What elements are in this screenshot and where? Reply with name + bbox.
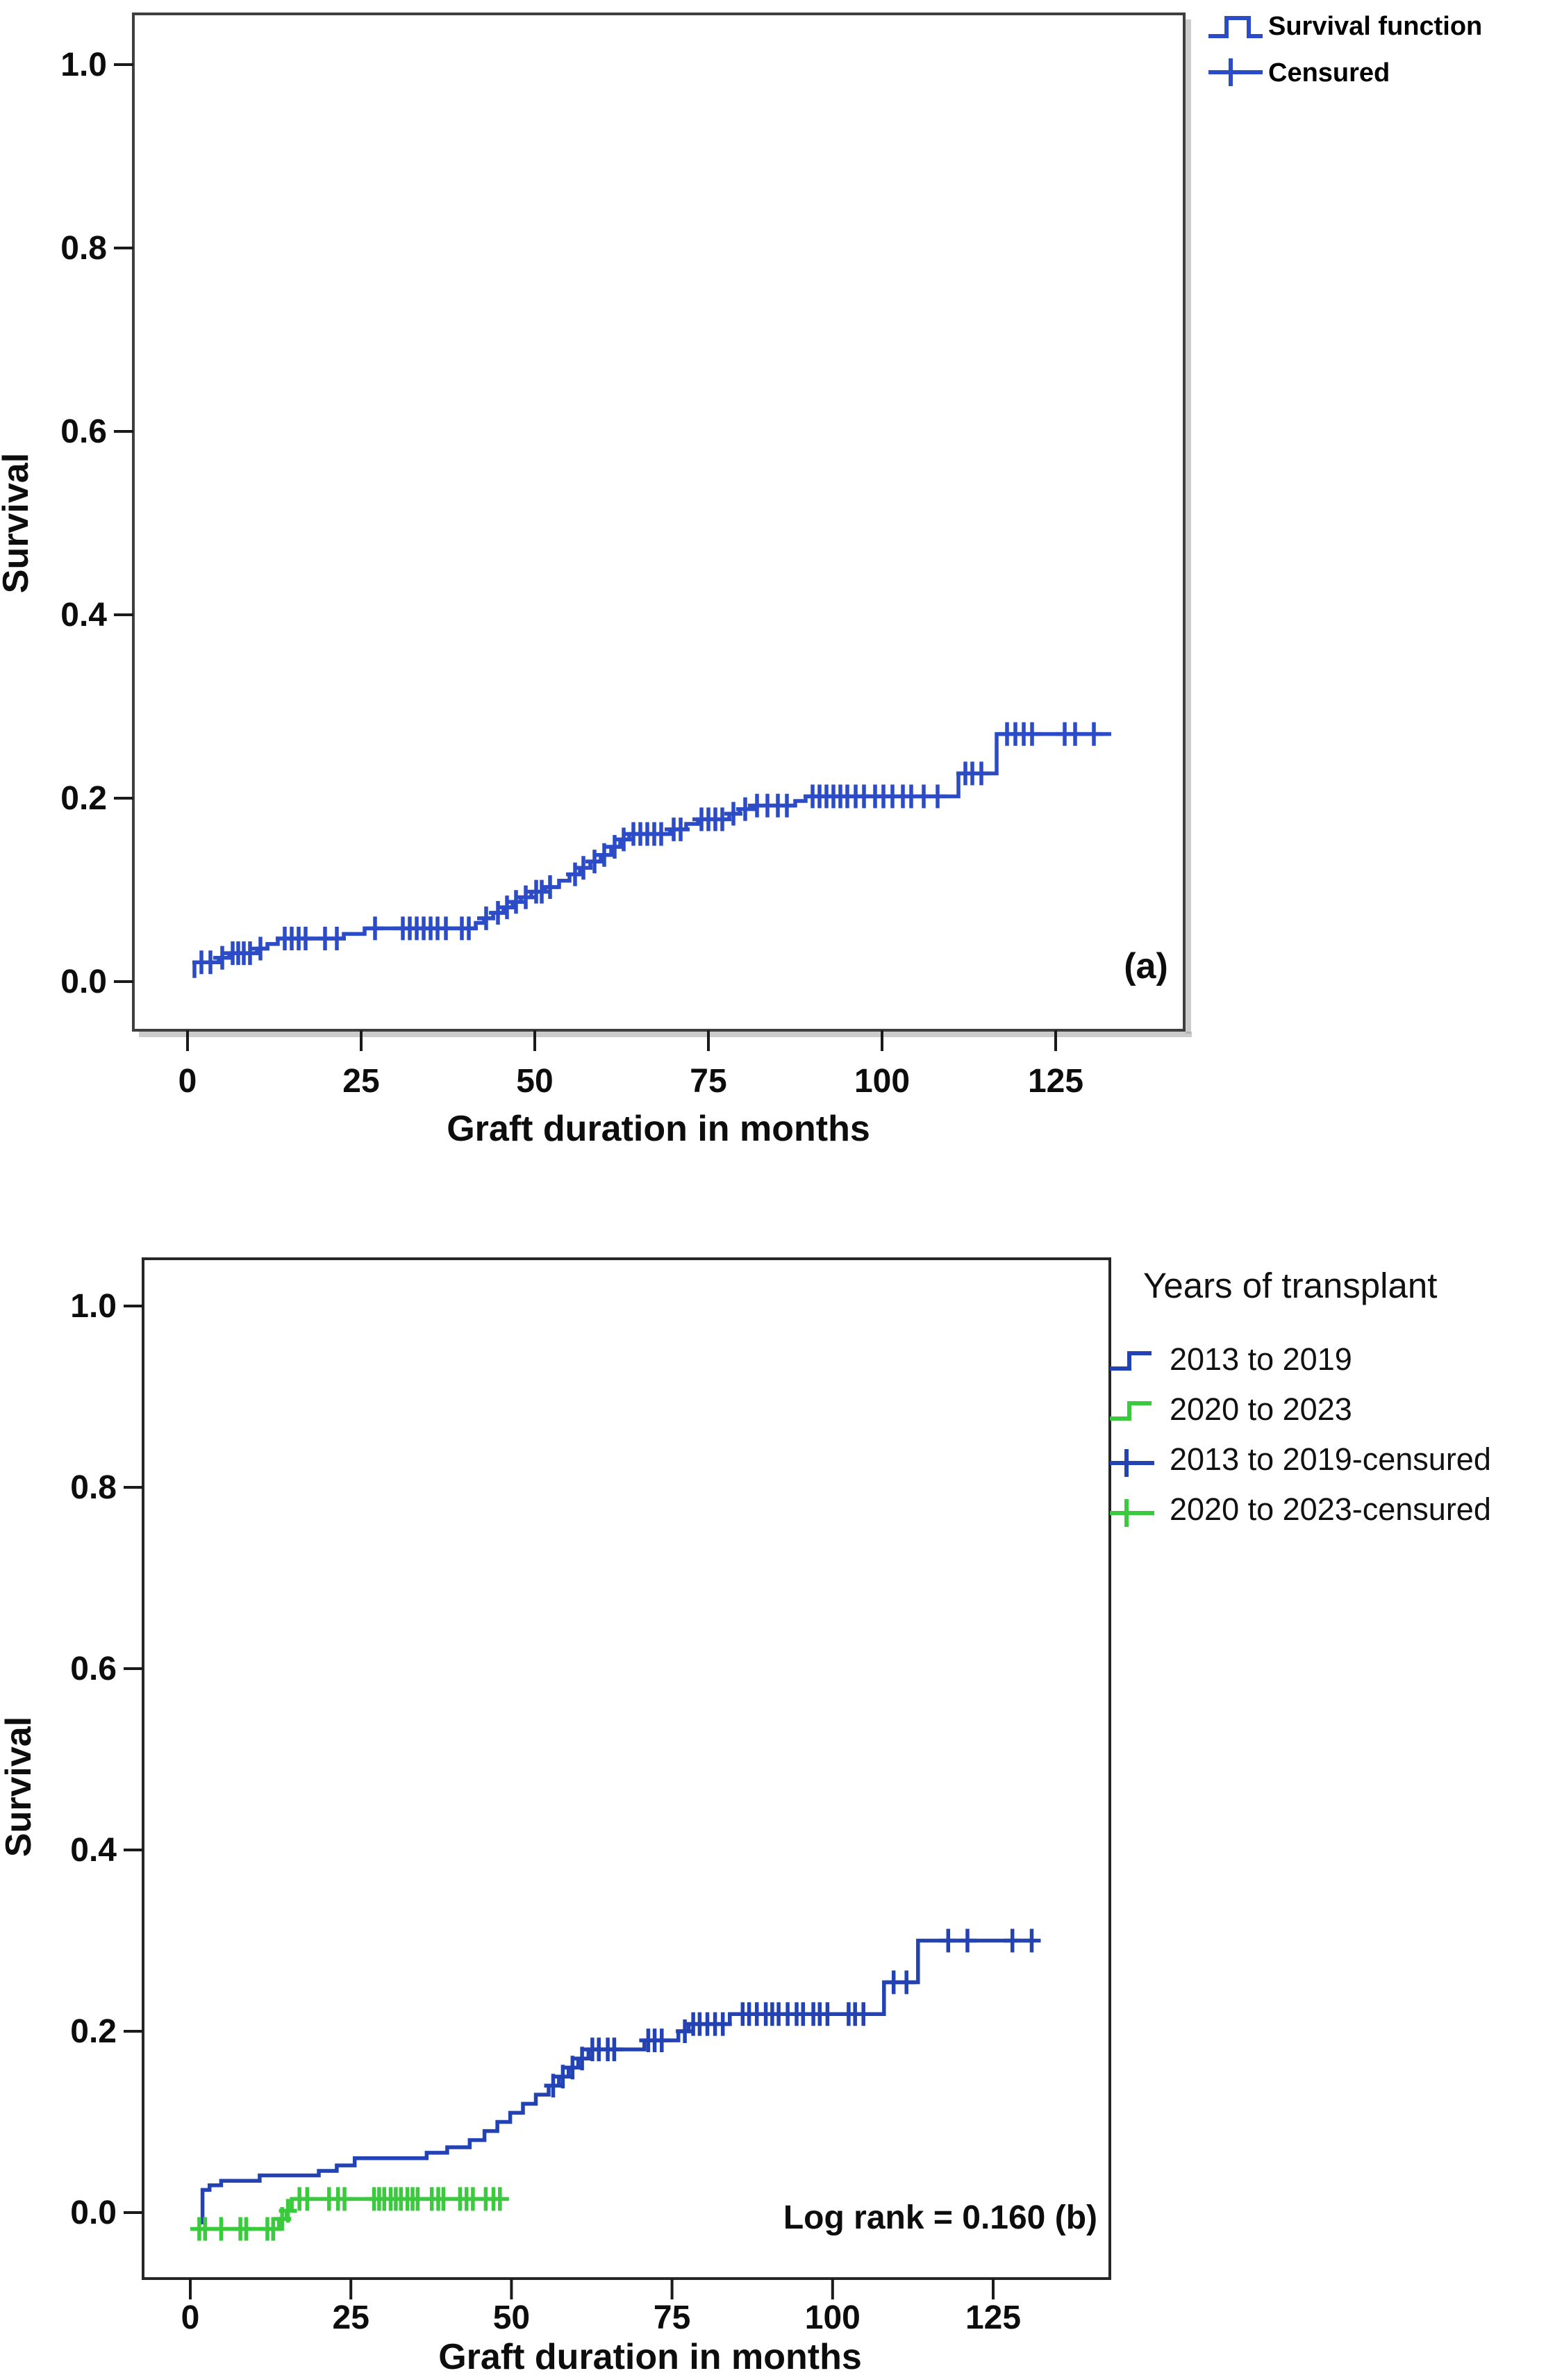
censured-plus-icon [1208, 58, 1263, 86]
panel-b-legend-label-2013-2019: 2013 to 2019 [1170, 1341, 1352, 1377]
y-axis-tick-label: 0.6 [70, 1651, 117, 1687]
y-axis-tick-label: 0.0 [60, 964, 107, 1000]
panel-b-legend-label-2013-2019-censured: 2013 to 2019-censured [1170, 1441, 1491, 1477]
panel-a-frame-shadow-bottom [139, 1032, 1192, 1037]
y-axis-tick-label: 0.8 [70, 1469, 117, 1506]
x-axis-tick-label: 125 [965, 2299, 1021, 2336]
panel-a-y-axis-title: Survival [0, 453, 36, 593]
panel-a: 0.0 0.2 0.4 0.6 0.8 1.0 0 25 50 75 100 125 Survival… [0, 12, 1482, 1149]
panel-a-legend-label-censured: Censured [1268, 58, 1390, 88]
log-rank-annotation: Log rank = 0.160 (b) [783, 2199, 1097, 2236]
y-axis-tick-label: 0.8 [60, 230, 107, 267]
x-axis-tick-label: 50 [516, 1063, 553, 1100]
x-axis-tick-label: 75 [654, 2299, 690, 2336]
plot-frame-a [132, 13, 1186, 1032]
panel-b-axes: 0.0 0.2 0.4 0.6 0.8 1.0 0 25 50 75 100 125 [70, 1288, 1021, 2336]
panel-a-legend: Survival function Censured [1208, 12, 1482, 88]
censor-marks [192, 722, 1103, 975]
panel-a-frame-shadow-right [1186, 19, 1191, 1034]
y-axis-tick-label: 1.0 [70, 1288, 117, 1325]
panel-b-curves [190, 1928, 1041, 2241]
y-axis-tick-label: 0.4 [60, 597, 107, 634]
survival-function-step-icon [1208, 16, 1263, 38]
x-axis-tick-label: 0 [181, 2299, 200, 2336]
panel-b-legend: Years of transplant 2013 to 2019 2020 to… [1110, 1266, 1491, 1527]
y-axis-tick-label: 1.0 [60, 47, 107, 83]
y-axis-tick-label: 0.6 [60, 413, 107, 450]
x-axis-tick-label: 75 [690, 1063, 726, 1100]
panel-a-tag: (a) [1124, 946, 1168, 986]
panel-a-curves [192, 722, 1111, 978]
legend-2020-2023-step-icon [1110, 1401, 1152, 1421]
y-axis-tick-label: 0.4 [70, 1832, 117, 1869]
x-axis-tick-label: 0 [178, 1063, 197, 1100]
censor-marks [544, 1928, 1041, 2098]
legend-2013-2019-step-icon [1110, 1351, 1152, 1371]
panel-a-legend-label-survival-function: Survival function [1268, 12, 1482, 41]
legend-2013-2019-censured-plus-icon [1110, 1449, 1154, 1477]
y-axis-tick-label: 0.0 [70, 2195, 117, 2231]
censor-marks [190, 2187, 509, 2241]
panel-b-legend-label-2020-2023: 2020 to 2023 [1170, 1391, 1352, 1427]
x-axis-tick-label: 100 [805, 2299, 861, 2336]
y-axis-tick-label: 0.2 [60, 780, 107, 817]
panel-a-x-axis-title: Graft duration in months [447, 1109, 870, 1149]
x-axis-tick-label: 25 [342, 1063, 379, 1100]
panel-b-legend-label-2020-2023-censured: 2020 to 2023-censured [1170, 1491, 1491, 1527]
x-axis-tick-label: 125 [1028, 1063, 1083, 1100]
panel-a-axes: 0.0 0.2 0.4 0.6 0.8 1.0 0 25 50 75 100 125 [60, 47, 1083, 1100]
legend-2020-2023-censured-plus-icon [1110, 1499, 1154, 1527]
y-axis-tick-label: 0.2 [70, 2013, 117, 2050]
panel-b-legend-title: Years of transplant [1143, 1266, 1437, 1305]
x-axis-tick-label: 100 [854, 1063, 910, 1100]
panel-b: 0.0 0.2 0.4 0.6 0.8 1.0 0 25 50 75 100 125 Survival… [0, 1257, 1491, 2377]
x-axis-tick-label: 25 [333, 2299, 369, 2336]
panel-b-x-axis-title: Graft duration in months [438, 2337, 862, 2377]
x-axis-tick-label: 50 [493, 2299, 530, 2336]
plot-frame-b [142, 1257, 1111, 2280]
panel-b-y-axis-title: Survival [0, 1717, 39, 1857]
